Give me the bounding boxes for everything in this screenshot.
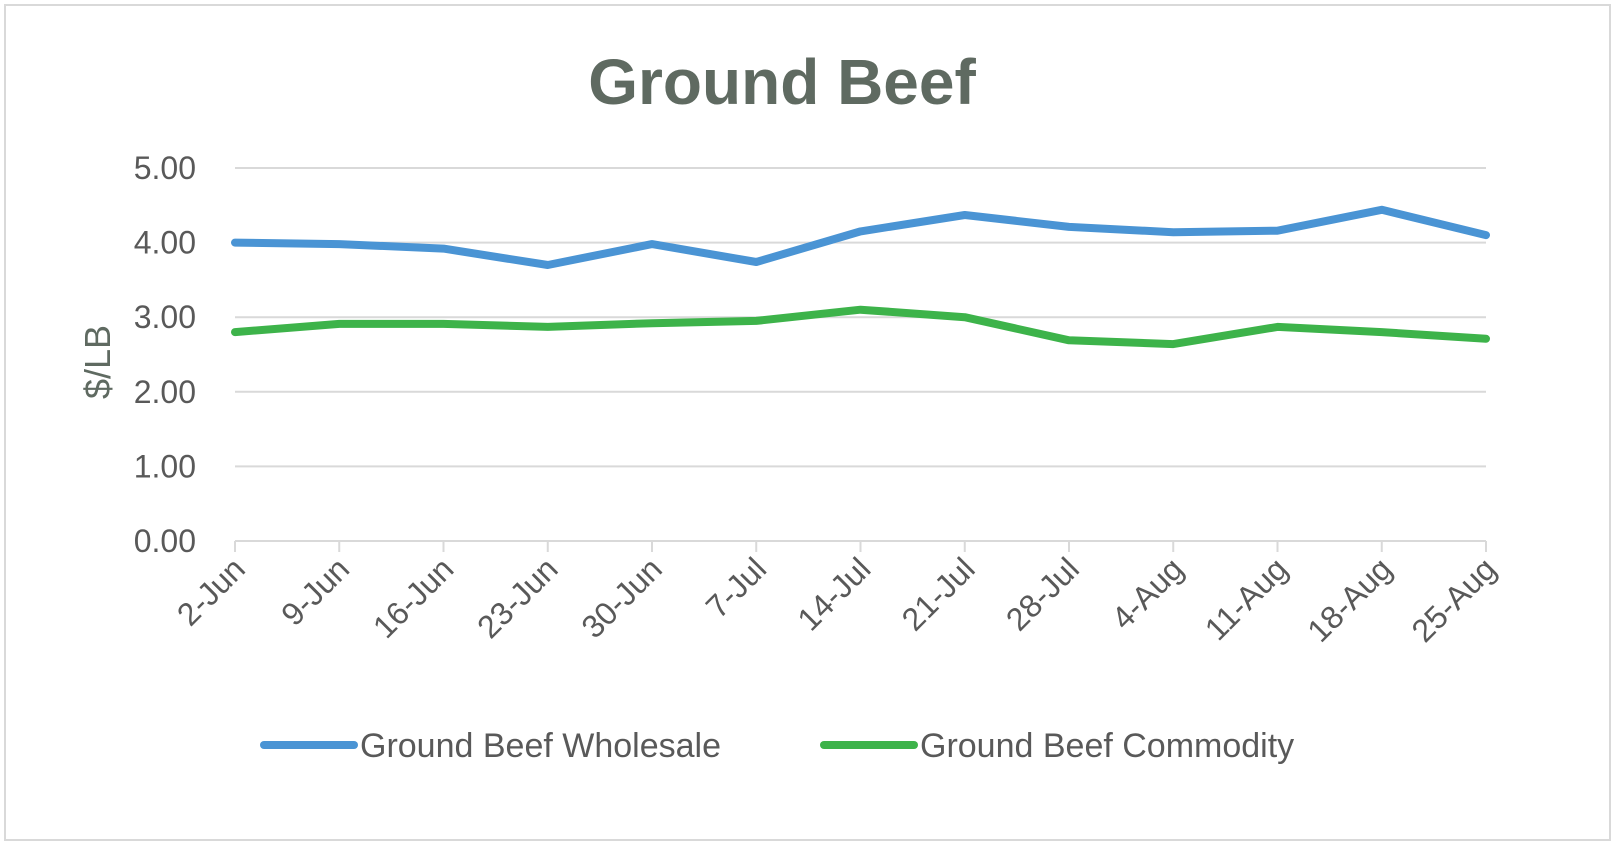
legend-label: Ground Beef Commodity <box>920 727 1294 765</box>
chart-title: Ground Beef <box>588 46 976 118</box>
x-tick-label: 4-Aug <box>1104 550 1190 636</box>
y-tick-label: 5.00 <box>134 150 196 186</box>
legend-label: Ground Beef Wholesale <box>360 727 721 765</box>
y-tick-labels: 0.00 1.00 2.00 3.00 4.00 5.00 <box>134 150 196 559</box>
y-tick-label: 0.00 <box>134 523 196 559</box>
x-tick-label: 30-Jun <box>574 550 669 645</box>
y-tick-label: 4.00 <box>134 225 196 261</box>
line-chart: Ground Beef $/LB 0.00 1.00 2.00 3.00 4.00 5.0… <box>77 46 1503 765</box>
y-axis-label: $/LB <box>77 325 118 399</box>
x-tick-label: 16-Jun <box>366 550 461 645</box>
x-tick-label: 9-Jun <box>274 550 356 632</box>
series-line-wholesale <box>231 205 1490 269</box>
x-tick-label: 14-Jul <box>790 550 877 637</box>
x-tick-label: 21-Jul <box>895 550 982 637</box>
x-tick-label: 28-Jul <box>999 550 1086 637</box>
series-lines <box>231 205 1490 349</box>
gridlines <box>235 167 1486 468</box>
x-tick-label: 18-Aug <box>1300 550 1398 648</box>
x-tick-label: 11-Aug <box>1198 550 1295 647</box>
x-tick-label: 7-Jul <box>699 550 774 625</box>
y-tick-label: 3.00 <box>134 299 196 335</box>
x-tick-label: 2-Jun <box>170 550 252 632</box>
legend: Ground Beef Wholesale Ground Beef Commodi… <box>260 727 1294 765</box>
chart-frame: Ground Beef $/LB 0.00 1.00 2.00 3.00 4.00 5.0… <box>4 4 1611 841</box>
x-tick-labels: 2-Jun 9-Jun 16-Jun 23-Jun 30-Jun 7-Jul 14-Jul 2… <box>170 550 1503 648</box>
series-line-commodity <box>231 305 1490 349</box>
y-tick-label: 1.00 <box>134 448 196 484</box>
x-tick-label: 25-Aug <box>1405 550 1503 648</box>
y-tick-label: 2.00 <box>134 374 196 410</box>
x-axis <box>234 540 1487 552</box>
x-tick-label: 23-Jun <box>470 550 565 645</box>
